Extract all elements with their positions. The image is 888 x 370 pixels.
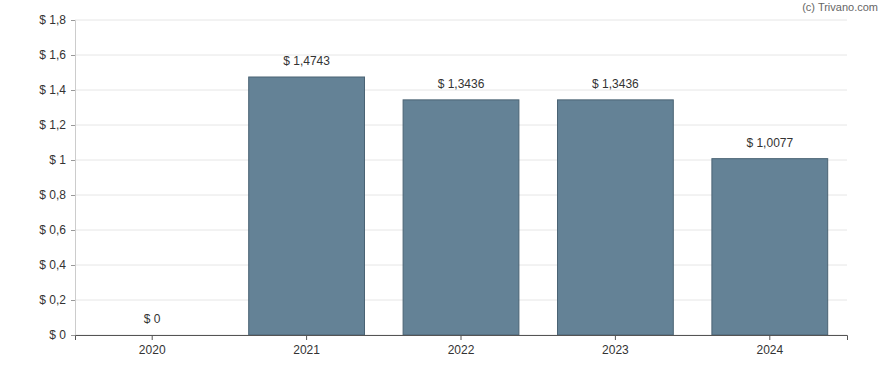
x-tick-mark: [461, 335, 462, 340]
chart: $ 0 $ 0,2 $ 0,4 $ 0,6 $ 0,8 $ 1 $ 1,2 $ 1,4 $ 1,…: [0, 0, 888, 370]
y-tick-label: $ 1,8: [39, 13, 66, 27]
x-tick: 2023: [602, 335, 629, 357]
credit: (c) Trivano.com: [802, 1, 878, 13]
y-tick: $ 1,6: [39, 48, 75, 62]
data-label: $ 1,3436: [592, 77, 639, 91]
data-label: $ 1,4743: [283, 54, 330, 68]
x-tick-label: 2023: [602, 343, 629, 357]
y-axis-line: [71, 21, 76, 336]
grid-line: [75, 20, 847, 21]
data-label: $ 1,0077: [746, 136, 793, 150]
x-tick-label: 2024: [756, 343, 783, 357]
x-tick-label: 2021: [293, 343, 320, 357]
y-tick: $ 1,2: [39, 118, 75, 132]
bar: [403, 100, 519, 335]
y-tick-label: $ 1,2: [39, 118, 66, 132]
y-tick-label: $ 0,6: [39, 223, 66, 237]
x-tick: 2024: [756, 335, 783, 357]
y-tick-label: $ 1: [49, 153, 66, 167]
data-label: $ 1,3436: [438, 77, 485, 91]
y-tick: $ 1,4: [39, 83, 75, 97]
y-axis: $ 0 $ 0,2 $ 0,4 $ 0,6 $ 0,8 $ 1 $ 1,2 $ 1,4 $ 1,…: [39, 13, 75, 342]
x-axis: 2020 2021 2022 2023 2024: [76, 335, 848, 357]
x-tick-mark: [152, 335, 153, 340]
bar: [94, 335, 210, 336]
y-tick-label: $ 0,8: [39, 188, 66, 202]
grid: [75, 20, 847, 335]
y-tick-mark: [71, 230, 75, 231]
bars: [249, 77, 828, 335]
y-tick-label: $ 1,4: [39, 83, 66, 97]
y-tick-mark: [71, 20, 75, 21]
grid-line: [75, 55, 847, 56]
y-tick-mark: [71, 265, 75, 266]
x-tick: 2022: [448, 335, 475, 357]
y-tick-label: $ 0,2: [39, 293, 66, 307]
y-tick: $ 0,8: [39, 188, 75, 202]
data-labels: $ 0 $ 1,4743 $ 1,3436 $ 1,3436 $ 1,0077: [144, 54, 794, 326]
x-tick-mark: [306, 335, 307, 340]
x-tick: 2021: [293, 335, 320, 357]
y-tick-label: $ 1,6: [39, 48, 66, 62]
x-tick-label: 2022: [448, 343, 475, 357]
y-tick-label: $ 0: [49, 328, 66, 342]
x-tick-mark: [615, 335, 616, 340]
y-tick: $ 1,8: [39, 13, 75, 27]
x-tick-label: 2020: [139, 343, 166, 357]
x-tick-mark: [769, 335, 770, 340]
y-tick: $ 0,2: [39, 293, 75, 307]
plot: $ 0 $ 0,2 $ 0,4 $ 0,6 $ 0,8 $ 1 $ 1,2 $ 1,4 $ 1,…: [39, 13, 847, 356]
y-tick-mark: [71, 90, 75, 91]
y-tick-mark: [71, 160, 75, 161]
x-axis-line: [76, 336, 848, 341]
x-tick: 2020: [139, 335, 166, 357]
bar: [558, 100, 674, 335]
y-tick: $ 0,6: [39, 223, 75, 237]
data-label: $ 0: [144, 312, 161, 326]
y-tick: $ 0: [49, 328, 75, 342]
y-tick-mark: [71, 300, 75, 301]
y-tick-mark: [71, 195, 75, 196]
y-tick-mark: [71, 335, 75, 336]
bar: [249, 77, 365, 335]
y-tick: $ 0,4: [39, 258, 75, 272]
y-tick: $ 1: [49, 153, 75, 167]
y-tick-mark: [71, 55, 75, 56]
bar: [712, 159, 828, 335]
y-tick-label: $ 0,4: [39, 258, 66, 272]
y-tick-mark: [71, 125, 75, 126]
